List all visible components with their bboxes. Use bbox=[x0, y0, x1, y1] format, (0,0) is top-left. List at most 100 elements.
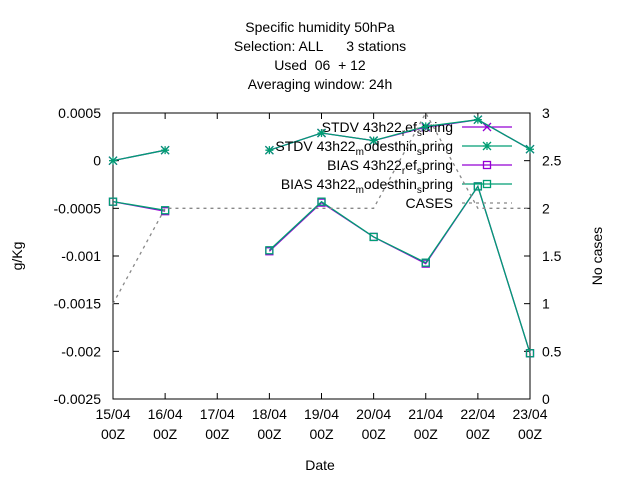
y2-tick-label: 0 bbox=[542, 391, 550, 407]
x-tick-line: 16/04 bbox=[148, 406, 183, 422]
x-tick-line: 18/04 bbox=[252, 406, 287, 422]
chart-title: Selection: ALL 3 stations bbox=[234, 38, 406, 54]
point bbox=[160, 206, 170, 215]
legend-sub: s bbox=[417, 166, 422, 177]
plot-frame bbox=[112, 112, 531, 400]
legend-label: CASES bbox=[406, 195, 453, 211]
legend-text: odesthin bbox=[364, 176, 417, 192]
x-tick-label: 17/04 00Z bbox=[200, 406, 235, 442]
legend-text: STDV 43h22 bbox=[322, 119, 402, 135]
x-tick-line: 15/04 bbox=[95, 406, 130, 422]
x-tick-line: 00Z bbox=[205, 426, 230, 442]
legend-marker bbox=[482, 160, 492, 170]
y-axis-label: g/Kg bbox=[9, 242, 25, 271]
x-tick-label: 20/04 00Z bbox=[356, 406, 391, 442]
y-tick-label: -0.0005 bbox=[54, 200, 102, 216]
marker bbox=[482, 122, 492, 132]
marker bbox=[108, 156, 118, 166]
x-tick-line: 20/04 bbox=[356, 406, 391, 422]
series-line bbox=[112, 184, 531, 354]
point bbox=[421, 121, 431, 131]
x-tick-line: 00Z bbox=[257, 426, 282, 442]
y-tick-label: -0.0025 bbox=[54, 391, 102, 407]
marker bbox=[317, 128, 326, 138]
point bbox=[317, 197, 326, 206]
legend-text: pring bbox=[422, 176, 453, 192]
series-line bbox=[112, 119, 531, 162]
legend-sub: r bbox=[402, 166, 406, 177]
y2-tick-label: 0.5 bbox=[542, 343, 562, 359]
legend-text: pring bbox=[422, 138, 453, 154]
legend-text: CASES bbox=[406, 195, 453, 211]
legend-marker bbox=[482, 122, 492, 132]
marker bbox=[160, 145, 170, 155]
x-tick-label: 22/04 00Z bbox=[460, 406, 495, 442]
legend-text: BIAS 43h22 bbox=[281, 176, 356, 192]
marker bbox=[369, 232, 378, 242]
series-line bbox=[112, 184, 531, 354]
legend-sub: s bbox=[417, 185, 422, 196]
y-tick-label: -0.0015 bbox=[54, 296, 102, 312]
legend-sub: m bbox=[356, 185, 364, 196]
y2-axis-label: No cases bbox=[589, 227, 605, 285]
legend-label: BIAS 43h22modesthinspring bbox=[281, 176, 453, 196]
marker bbox=[421, 258, 430, 267]
x-tick-line: 00Z bbox=[466, 426, 491, 442]
y-tick-label: 0 bbox=[93, 153, 101, 169]
x-tick-line: 17/04 bbox=[200, 406, 235, 422]
series-line bbox=[112, 111, 530, 304]
y2-tick-label: 2.5 bbox=[542, 153, 562, 169]
marker bbox=[525, 349, 535, 358]
y2-tick-label: 1 bbox=[542, 296, 550, 312]
point bbox=[369, 136, 379, 146]
x-tick-line: 00Z bbox=[414, 426, 439, 442]
marker bbox=[473, 115, 483, 125]
point bbox=[317, 128, 326, 138]
marker bbox=[482, 160, 492, 170]
x-axis-label: Date bbox=[305, 457, 335, 473]
legend-marker bbox=[482, 141, 492, 151]
marker bbox=[473, 182, 483, 191]
y2-tick-label: 1.5 bbox=[542, 248, 562, 264]
point bbox=[421, 258, 430, 267]
legend-marker bbox=[482, 179, 492, 189]
marker bbox=[317, 197, 326, 206]
legend-text: ef bbox=[405, 157, 417, 173]
legend-text: BIAS 43h22 bbox=[327, 157, 402, 173]
marker bbox=[108, 197, 118, 206]
point bbox=[473, 115, 483, 125]
legend-sub: s bbox=[417, 147, 422, 158]
x-tick-label: 15/04 00Z bbox=[95, 406, 130, 442]
marker bbox=[482, 179, 492, 189]
x-tick-line: 00Z bbox=[362, 426, 387, 442]
legend-text: odesthin bbox=[364, 138, 417, 154]
legend-sub: s bbox=[417, 128, 422, 139]
point bbox=[160, 145, 170, 155]
marker bbox=[482, 141, 492, 151]
point bbox=[108, 156, 118, 166]
chart-title: Specific humidity 50hPa bbox=[245, 19, 395, 35]
x-tick-label: 18/04 00Z bbox=[252, 406, 287, 442]
marker bbox=[525, 144, 535, 154]
legend-text: ef bbox=[405, 119, 417, 135]
legend-text: STDV 43h22 bbox=[275, 138, 355, 154]
x-tick-line: 21/04 bbox=[408, 406, 443, 422]
point bbox=[264, 145, 274, 155]
x-tick-label: 23/04 00Z bbox=[512, 406, 547, 442]
point bbox=[369, 232, 378, 242]
point bbox=[108, 197, 118, 206]
x-tick-label: 16/04 00Z bbox=[148, 406, 183, 442]
marker bbox=[160, 206, 170, 215]
marker bbox=[421, 121, 431, 131]
legend-sub: m bbox=[356, 147, 364, 158]
y-tick-label: -0.001 bbox=[61, 248, 101, 264]
legend-label: STDV 43h22modesthinspring bbox=[275, 138, 453, 158]
x-tick-label: 21/04 00Z bbox=[408, 406, 443, 442]
y2-tick-label: 3 bbox=[542, 105, 550, 121]
chart-title: Averaging window: 24h bbox=[248, 76, 393, 92]
x-tick-line: 00Z bbox=[153, 426, 178, 442]
legend-label: BIAS 43h22refspring bbox=[327, 157, 453, 177]
legend-text: pring bbox=[422, 157, 453, 173]
x-tick-line: 19/04 bbox=[304, 406, 339, 422]
y2-tick-label: 2 bbox=[542, 200, 550, 216]
